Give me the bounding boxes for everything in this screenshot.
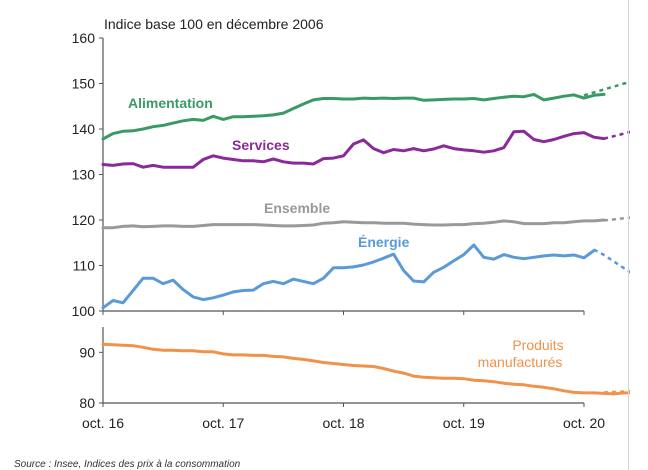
series-line-3 [101, 243, 596, 310]
x-tick-label: oct. 20 [563, 415, 605, 431]
x-tick-label: oct. 19 [443, 415, 485, 431]
y-tick-label: 120 [72, 212, 96, 228]
series-line-1 [101, 129, 606, 169]
line-chart: Indice base 100 en décembre 2006 160 150 14… [72, 16, 630, 431]
series-label-2: Ensemble [264, 200, 330, 216]
y-tick-label: 160 [72, 30, 96, 46]
y-tick-label: 150 [72, 76, 96, 92]
series-forecast-0 [583, 80, 630, 97]
y-tick-label: 140 [72, 121, 96, 137]
y-tick-label: 100 [72, 303, 96, 319]
series-label-4-line1: Produits [512, 337, 563, 353]
x-tick-label: oct. 17 [202, 415, 244, 431]
series-forecast-2 [603, 216, 630, 222]
series-line-2 [101, 218, 606, 230]
series-label-0: Alimentation [128, 95, 213, 111]
panel-border [628, 0, 629, 470]
series-label-4-line2: manufacturés [478, 354, 563, 370]
y-tick-label: 130 [72, 167, 96, 183]
chart-subtitle: Indice base 100 en décembre 2006 [104, 16, 324, 32]
x-tick-label: oct. 16 [82, 415, 124, 431]
series-line-4 [101, 342, 630, 396]
series-label-3: Énergie [358, 234, 410, 250]
y-tick-label: 110 [73, 258, 96, 274]
series-forecast-1 [603, 130, 630, 140]
series-label-1: Services [232, 137, 290, 153]
source-note: Source : Insee, Indices des prix à la co… [14, 459, 241, 470]
x-tick-label: oct. 18 [322, 415, 364, 431]
series-line-0 [101, 92, 606, 141]
y-tick-label: 80 [79, 395, 95, 411]
y-tick-label: 90 [79, 344, 95, 360]
series-forecast-3 [593, 248, 630, 274]
